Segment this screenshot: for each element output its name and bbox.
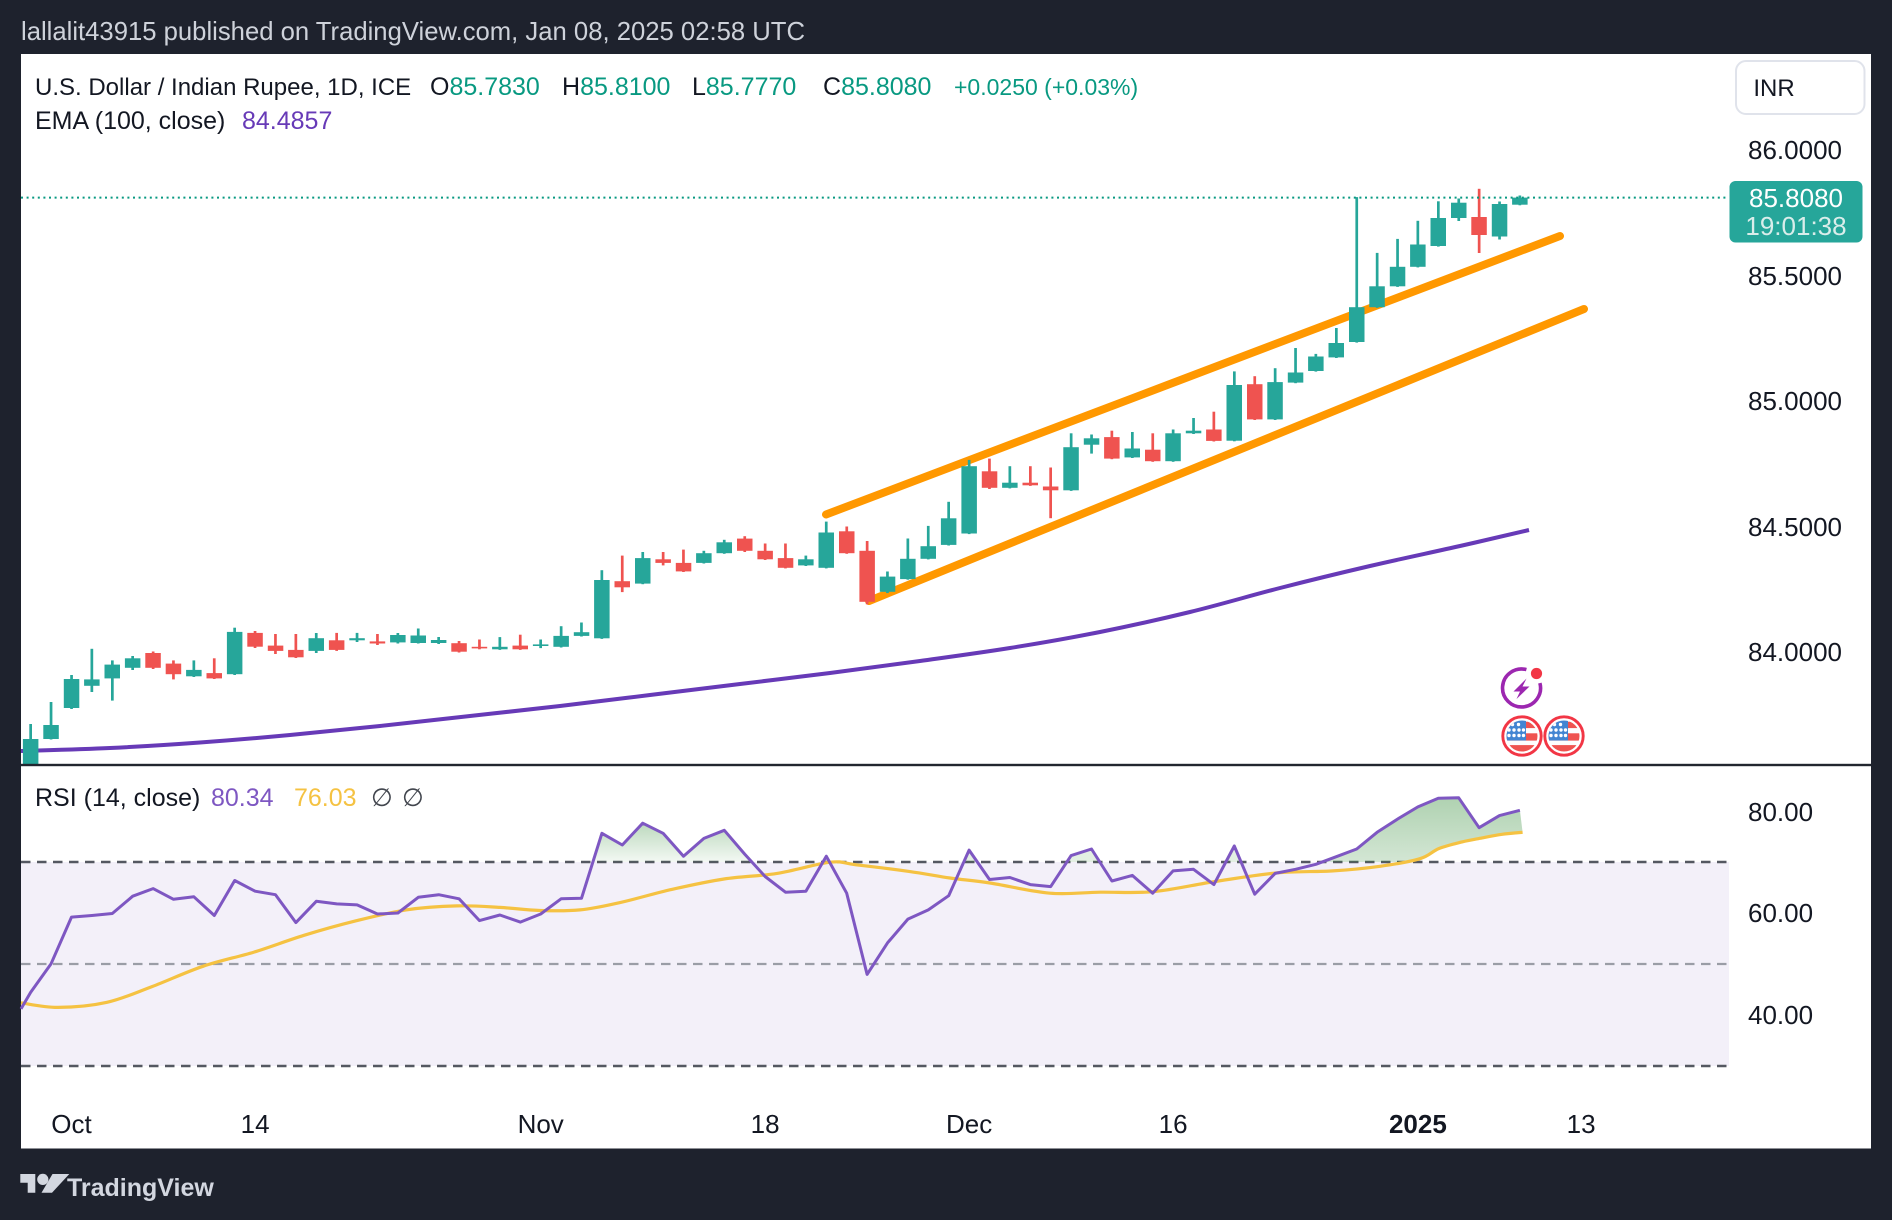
svg-text:lallalit43915 published on Tra: lallalit43915 published on TradingView.c… [21, 16, 805, 46]
svg-text:13: 13 [1567, 1109, 1596, 1139]
svg-text:14: 14 [241, 1109, 270, 1139]
svg-text:85.8080: 85.8080 [1749, 183, 1843, 213]
svg-text:Dec: Dec [946, 1109, 992, 1139]
svg-text:EMA (100, close)84.4857: EMA (100, close) 84.4857 [35, 107, 332, 135]
svg-text:U.S. Dollar / Indian Rupee, 1D: U.S. Dollar / Indian Rupee, 1D, ICE O85.7… [35, 73, 1138, 101]
svg-text:84.0000: 84.0000 [1748, 637, 1842, 667]
svg-text:Nov: Nov [518, 1109, 564, 1139]
svg-text:18: 18 [751, 1109, 780, 1139]
svg-text:19:01:38: 19:01:38 [1745, 211, 1846, 241]
svg-text:60.00: 60.00 [1748, 898, 1813, 928]
svg-text:85.0000: 85.0000 [1748, 386, 1842, 416]
svg-text:TradingView: TradingView [67, 1174, 214, 1202]
svg-text:Oct: Oct [51, 1109, 92, 1139]
svg-text:16: 16 [1159, 1109, 1188, 1139]
svg-text:85.5000: 85.5000 [1748, 261, 1842, 291]
svg-text:2025: 2025 [1389, 1109, 1447, 1139]
svg-text:80.00: 80.00 [1748, 797, 1813, 827]
svg-text:84.5000: 84.5000 [1748, 512, 1842, 542]
svg-text:40.00: 40.00 [1748, 1000, 1813, 1030]
svg-text:INR: INR [1753, 75, 1794, 102]
svg-text:86.0000: 86.0000 [1748, 135, 1842, 165]
